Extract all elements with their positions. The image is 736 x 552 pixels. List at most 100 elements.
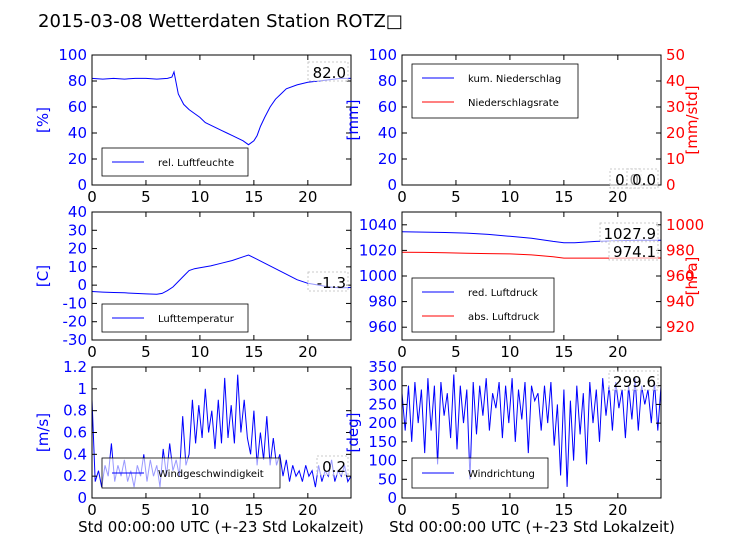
legend-windspeed: Windgeschwindigkeit	[101, 457, 281, 489]
x-tick-label: 5	[451, 343, 461, 361]
value-annotation: 82.0	[313, 64, 346, 82]
legend-temperature: Lufttemperatur	[101, 303, 249, 333]
y-tick-label: 0	[77, 176, 87, 194]
y-tick-label: 250	[368, 395, 397, 413]
y2-tick-label: 10	[666, 150, 685, 168]
y-tick-label: 80	[68, 72, 87, 90]
value-annotation-box	[626, 168, 659, 189]
x-tick-label: 5	[141, 343, 151, 361]
value-annotation: 1027.9	[604, 225, 657, 243]
panel-winddir: 0 5 10 15 20050100150200250300350[deg]Windri…	[344, 358, 662, 519]
y-tick-label: 60	[378, 98, 397, 116]
x-tick-label: 15	[554, 343, 573, 361]
x-tick-label: 0	[87, 343, 97, 361]
y-tick-label: 1	[77, 380, 87, 398]
legend-label: Niederschlagsrate	[468, 98, 559, 109]
x-tick-label: 5	[451, 188, 461, 206]
axes-frame-temperature	[91, 211, 352, 341]
y-tick-label: 100	[58, 46, 87, 64]
legend-label: rel. Luftfeuchte	[158, 158, 234, 169]
legend-label: abs. Luftdruck	[468, 312, 539, 323]
x-tick-label: 0	[87, 501, 97, 519]
y-tick-label: 1040	[359, 216, 397, 234]
y2-axis-label: [hPa]	[683, 257, 701, 296]
y-tick-label: 960	[368, 318, 397, 336]
x-tick-label: 20	[298, 343, 317, 361]
panel-precip: 0 5 10 15 20 0 20 40 60 80 100 0 10 20 30 40 50 [mm] [mm/s…	[344, 46, 701, 206]
x-tick-label: 20	[298, 501, 317, 519]
y-tick-label: 0	[387, 489, 397, 507]
y-tick-label: -30	[63, 331, 88, 349]
y-tick-label: -10	[63, 294, 88, 312]
x-tick-label: 0	[397, 343, 407, 361]
x-tick-label: 10	[190, 188, 209, 206]
x-tick-label: 15	[554, 188, 573, 206]
x-tick-label: 10	[500, 188, 519, 206]
y-tick-label: 300	[368, 377, 397, 395]
x-tick-label: 0	[87, 188, 97, 206]
y-tick-label: 1000	[359, 267, 397, 285]
y-tick-label: 0.2	[63, 467, 87, 485]
y-tick-label: -20	[63, 313, 88, 331]
series-line-humidity-0	[91, 70, 351, 146]
legend-label: Windgeschwindigkeit	[158, 469, 264, 480]
x-tick-label: 20	[608, 343, 627, 361]
y-tick-label: 0	[77, 276, 87, 294]
legend-pressure: red. Luftdruck abs. Luftdruck	[411, 277, 555, 333]
y-tick-label: 80	[378, 72, 397, 90]
y-tick-label: 60	[68, 98, 87, 116]
legend-box	[411, 277, 555, 333]
value-annotation: 299.6	[613, 373, 656, 391]
y-tick-label: 50	[378, 470, 397, 488]
x-tick-label: 10	[500, 501, 519, 519]
panel-temperature: 0 5 10 15 20-30-20-10010203040[C]Lufttempera…	[34, 203, 352, 361]
y-tick-label: 350	[368, 358, 397, 376]
x-tick-label: 0	[397, 188, 407, 206]
y-tick-label: 20	[378, 150, 397, 168]
x-tick-label: 20	[608, 501, 627, 519]
value-annotation-box	[307, 271, 349, 292]
y-tick-label: 40	[68, 203, 87, 221]
value-annotation-box	[608, 240, 659, 261]
y-axis-label: [m/s]	[34, 413, 52, 452]
x-tick-label: 10	[190, 501, 209, 519]
y-tick-label: 40	[68, 124, 87, 142]
axes-frame-winddir	[401, 366, 662, 499]
y-tick-label: 20	[68, 150, 87, 168]
y-axis-label: [C]	[34, 265, 52, 287]
y-axis-label: [deg]	[344, 413, 362, 453]
legend-label: Lufttemperatur	[158, 314, 235, 325]
y-tick-label: 0.6	[63, 424, 87, 442]
y-tick-label: 30	[68, 221, 87, 239]
value-annotation-box	[307, 61, 349, 82]
y-axis-label: [%]	[34, 107, 52, 133]
y2-tick-label: 30	[666, 98, 685, 116]
panel-humidity: 0 5 10 15 20 0 20 40 60 80 100 [%] rel. Luftfeuchte 8…	[34, 46, 352, 206]
value-annotation-box	[608, 370, 659, 391]
x-tick-label: 10	[190, 343, 209, 361]
legend-label: red. Luftdruck	[468, 288, 538, 299]
axes-frame-humidity	[91, 54, 352, 186]
y2-axis-label: [mm/std]	[683, 85, 701, 154]
axes-frame-precip	[401, 54, 662, 186]
figure-title: 2015-03-08 Wetterdaten Station ROTZ□	[38, 11, 403, 32]
y2-tick-label: 1000	[666, 216, 704, 234]
value-annotation-box	[316, 455, 349, 476]
x-tick-label: 20	[608, 188, 627, 206]
x-tick-label: 15	[244, 188, 263, 206]
y2-tick-label: 980	[666, 241, 695, 259]
y-tick-label: 200	[368, 414, 397, 432]
y-tick-label: 20	[68, 240, 87, 258]
y-tick-label: 100	[368, 46, 397, 64]
y-tick-label: 1.2	[63, 358, 87, 376]
legend-precip: kum. Niederschlag Niederschlagsrate	[411, 63, 579, 119]
x-tick-label: 5	[451, 501, 461, 519]
y-tick-label: 0	[77, 489, 87, 507]
y-tick-label: 100	[368, 452, 397, 470]
x-tick-label: 5	[141, 501, 151, 519]
value-annotation: 0.2	[322, 458, 346, 476]
x-axis-label-left: Std 00:00:00 UTC (+-23 Std Lokalzeit)	[78, 518, 364, 536]
panel-pressure: 0 5 10 15 20 960 980 1000 1020 1040 920 940 960 980 10…	[359, 211, 704, 361]
